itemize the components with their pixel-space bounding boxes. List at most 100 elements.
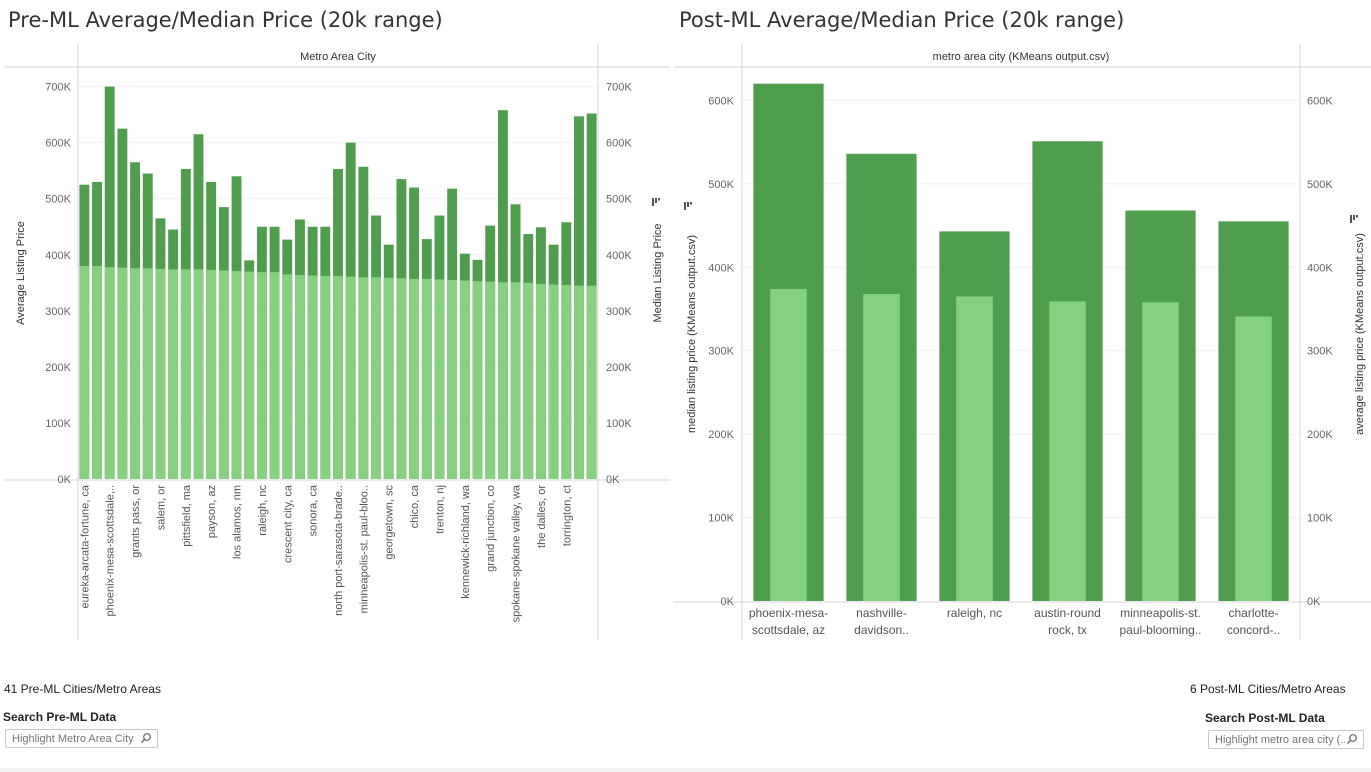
median-bar: [206, 269, 217, 479]
x-tick-label: scottsdale, az: [752, 623, 825, 637]
median-bar: [510, 282, 521, 479]
median-bar: [180, 269, 191, 479]
y-tick-label: 500K: [708, 179, 734, 191]
sort-icon-bar: [652, 198, 654, 206]
y-tick-label-right: 0K: [1307, 596, 1321, 608]
median-bar: [396, 278, 407, 479]
median-bar: [282, 274, 293, 479]
median-bar: [548, 284, 559, 479]
median-bar: [485, 281, 496, 479]
x-tick-label: grants pass, or: [130, 485, 142, 558]
x-tick-label: pittsfield, ma: [181, 484, 193, 547]
median-bar: [320, 276, 331, 479]
median-bar: [497, 282, 508, 479]
pre-ml-search-label: Search Pre-ML Data: [3, 710, 117, 724]
y-axis-title-right: average listing price (KMeans output.csv…: [1354, 233, 1366, 435]
median-bar: [459, 280, 470, 479]
x-tick-label: kennewick-richland, wa: [460, 484, 472, 599]
y-tick-label-right: 400K: [606, 250, 632, 262]
x-tick-label: los alamos, nm: [232, 485, 244, 559]
median-bar: [371, 277, 381, 479]
x-tick-label: crescent city, ca: [282, 484, 294, 563]
x-tick-label: trenton, nj: [434, 485, 446, 534]
median-bar: [434, 279, 445, 479]
median-bar: [218, 270, 229, 479]
x-tick-label: rock, tx: [1048, 623, 1087, 637]
median-bar: [92, 265, 102, 479]
x-tick-label: charlotte-: [1228, 606, 1278, 620]
median-bar: [447, 280, 458, 479]
x-tick-label: phoenix-mesa-scottsdale,..: [105, 485, 117, 616]
x-tick-label: nashville-: [856, 606, 907, 620]
median-bar: [383, 277, 394, 479]
y-tick-label: 100K: [45, 418, 71, 430]
y-tick-label-right: 300K: [1307, 346, 1333, 358]
y-tick-label: 200K: [45, 362, 71, 374]
median-bar: [1142, 302, 1179, 601]
median-bar: [535, 283, 546, 479]
pre-ml-search-field[interactable]: [5, 729, 158, 748]
x-tick-label: sonora, ca: [308, 484, 320, 536]
y-tick-label: 300K: [45, 306, 71, 318]
post-ml-count: 6 Post-ML Cities/Metro Areas: [1190, 682, 1346, 696]
y-tick-label: 700K: [45, 82, 71, 94]
median-bar: [409, 278, 420, 479]
x-header-title: Metro Area City: [300, 51, 376, 63]
median-bar: [168, 269, 179, 479]
y-tick-label: 0K: [58, 474, 72, 486]
x-tick-label: georgetown, sc: [384, 485, 396, 560]
median-bar: [523, 282, 534, 479]
median-bar: [269, 272, 280, 479]
median-bar: [956, 296, 993, 601]
y-tick-label: 600K: [708, 95, 734, 107]
x-tick-label: concord-..: [1227, 623, 1280, 637]
divider: [0, 768, 1371, 772]
x-tick-label: minneapolis-st. paul-bloo..: [358, 485, 370, 613]
sort-icon-bar: [690, 202, 692, 205]
x-tick-label: north port-sarasota-brade..: [333, 485, 345, 616]
x-tick-label: raleigh, nc: [257, 485, 269, 536]
y-tick-label-right: 100K: [1307, 513, 1333, 525]
x-tick-label: chico, ca: [409, 484, 421, 528]
sort-icon-bar: [1353, 215, 1355, 220]
x-tick-label: grand junction, co: [485, 485, 497, 572]
median-bar: [561, 285, 572, 479]
median-bar: [586, 285, 597, 479]
y-tick-label-right: 400K: [1307, 262, 1333, 274]
sort-icon: [652, 198, 660, 206]
y-tick-label: 300K: [708, 346, 734, 358]
x-tick-label: eureka-arcata-fortune, ca: [79, 484, 91, 608]
median-bar: [358, 277, 369, 479]
median-bar: [307, 275, 318, 479]
right-chart-title: Post-ML Average/Median Price (20k range): [679, 8, 1125, 32]
sort-icon-bar: [1356, 215, 1358, 218]
y-tick-label-right: 500K: [1307, 179, 1333, 191]
median-bar: [472, 281, 483, 479]
sort-icon-bar: [687, 202, 689, 207]
median-bar: [193, 269, 204, 479]
x-tick-label: austin-round: [1034, 606, 1101, 620]
median-bar: [79, 265, 90, 479]
median-bar: [244, 271, 255, 479]
post-ml-search-field[interactable]: [1208, 730, 1364, 749]
y-tick-label-right: 700K: [606, 82, 632, 94]
y-tick-label-right: 200K: [606, 362, 632, 374]
sort-icon: [684, 202, 692, 210]
y-axis-title-right: Median Listing Price: [652, 223, 664, 322]
pre-ml-search-input[interactable]: [12, 732, 140, 745]
pre-ml-count: 41 Pre-ML Cities/Metro Areas: [4, 682, 161, 696]
left-chart-title: Pre-ML Average/Median Price (20k range): [8, 8, 443, 32]
x-tick-label: phoenix-mesa-: [749, 606, 828, 620]
post-ml-search-input[interactable]: [1215, 733, 1345, 746]
x-tick-label: torrington, ct: [561, 485, 573, 546]
median-bar: [142, 268, 153, 479]
x-tick-label: payson, az: [206, 485, 218, 538]
search-icon[interactable]: [1346, 733, 1358, 745]
y-tick-label-right: 300K: [606, 306, 632, 318]
search-icon[interactable]: [140, 732, 152, 744]
y-tick-label-right: 0K: [606, 474, 620, 486]
y-tick-label: 600K: [45, 138, 71, 150]
median-bar: [1049, 301, 1086, 601]
sort-icon-bar: [658, 198, 660, 201]
sort-icon-bar: [684, 202, 686, 210]
